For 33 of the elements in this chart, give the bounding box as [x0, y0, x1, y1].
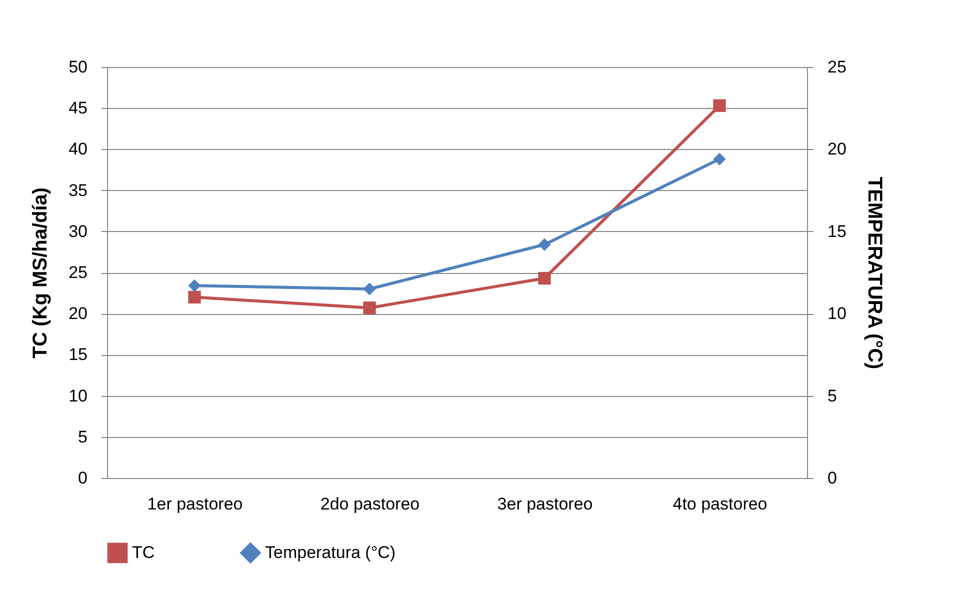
- point: [363, 302, 376, 314]
- legend-label: TC: [132, 542, 155, 562]
- y2-tick-label: 0: [828, 468, 837, 488]
- y-tick-label: 10: [68, 386, 88, 406]
- y-tick-label: 5: [78, 427, 88, 446]
- point: [363, 282, 376, 296]
- y-tick-label: 30: [68, 222, 88, 241]
- y2-axis-title: TEMPERATURA (°C): [863, 176, 886, 370]
- point: [538, 238, 551, 251]
- y-tick-label: 20: [68, 304, 88, 324]
- legend-label: Temperatura (°C): [265, 542, 396, 562]
- y2-tick-label: 10: [828, 304, 846, 324]
- x-tick-label: 2do pastoreo: [320, 494, 420, 514]
- y-tick-label: 40: [68, 140, 88, 159]
- point: [538, 272, 551, 285]
- y-tick-label: 50: [68, 58, 88, 76]
- y2-tick-label: 25: [828, 58, 846, 76]
- y-tick-label: 25: [68, 263, 88, 282]
- x-tick-label: 4to pastoreo: [672, 494, 768, 514]
- y-tick-label: 0: [78, 468, 88, 488]
- y2-tick-label: 20: [828, 140, 846, 159]
- y2-tick-label: 15: [828, 222, 846, 241]
- point: [713, 152, 726, 166]
- y2-tick-label: 5: [828, 386, 837, 406]
- y-tick-label: 35: [68, 180, 88, 200]
- x-tick-label: 1er pastoreo: [147, 494, 243, 514]
- x-tick-label: 3er pastoreo: [497, 494, 593, 514]
- y-tick-label: 15: [68, 345, 88, 364]
- point: [188, 290, 201, 304]
- point: [188, 279, 201, 292]
- y-tick-label: 45: [68, 98, 88, 118]
- point: [713, 99, 726, 112]
- y-axis-title: TC (Kg MS/ha/día): [30, 187, 52, 359]
